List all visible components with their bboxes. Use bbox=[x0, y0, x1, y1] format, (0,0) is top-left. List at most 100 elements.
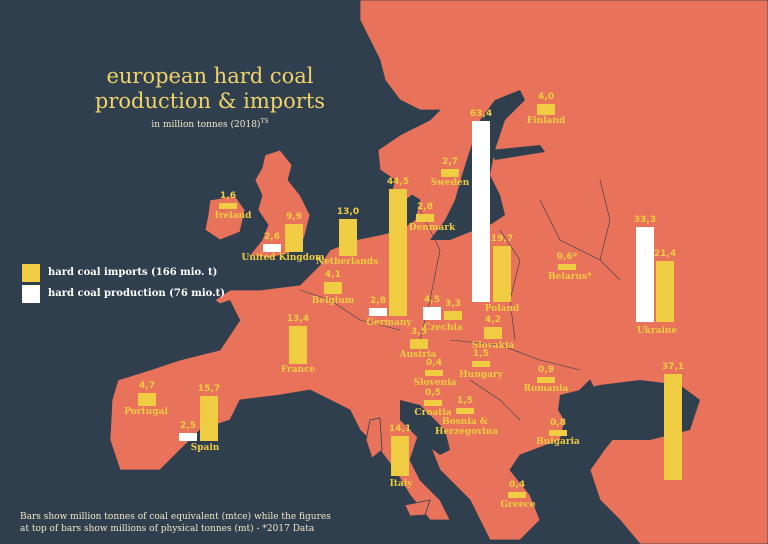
imports-bar-hungary bbox=[472, 361, 490, 367]
country-label-bulgaria: Bulgaria bbox=[536, 437, 580, 447]
imports-value-romania: 0,9 bbox=[538, 365, 554, 375]
imports-bar-finland bbox=[537, 103, 555, 115]
country-label-france: France bbox=[280, 365, 316, 375]
imports-value-belgium: 4,1 bbox=[325, 270, 341, 281]
legend-production-label: hard coal production (76 mio.t) bbox=[48, 288, 225, 299]
country-label-germany: Germany bbox=[366, 318, 412, 328]
imports-bar-slovenia bbox=[425, 370, 443, 376]
imports-bar-poland bbox=[493, 245, 511, 302]
country-label-czechia: Czechia bbox=[423, 323, 463, 333]
imports-bar-austria bbox=[410, 339, 428, 349]
production-bar-ukraine bbox=[636, 227, 654, 322]
legend-production-swatch bbox=[22, 285, 40, 303]
imports-value-portugal: 4,7 bbox=[139, 380, 155, 391]
country-label-portugal: Portugal bbox=[124, 407, 168, 417]
imports-value-turkey: 37,1 bbox=[661, 362, 685, 373]
subtitle-ref: TS bbox=[260, 118, 269, 125]
legend-imports-label: hard coal imports (166 mio. t) bbox=[48, 267, 218, 278]
imports-value-ukraine: 21,4 bbox=[653, 249, 677, 259]
imports-bar-romania bbox=[537, 377, 555, 383]
production-value-ukraine: 33,3 bbox=[633, 215, 657, 226]
imports-bar-spain bbox=[200, 396, 218, 441]
country-label-finland: Finland bbox=[526, 116, 566, 126]
country-label-netherlands: Netherlands bbox=[315, 257, 379, 267]
imports-value-finland: 4,0 bbox=[538, 91, 554, 102]
subtitle-text: in million tonnes (2018) bbox=[151, 120, 261, 130]
imports-value-bulgaria: 0,8 bbox=[550, 418, 566, 428]
country-label-hungary: Hungary bbox=[459, 370, 503, 380]
imports-bar-bosnia-herzegovina bbox=[456, 408, 474, 414]
imports-bar-france bbox=[289, 325, 307, 364]
imports-value-ireland: 1,6 bbox=[220, 191, 236, 201]
imports-bar-turkey bbox=[664, 374, 682, 480]
imports-value-croatia: 0,5 bbox=[425, 388, 441, 398]
imports-bar-netherlands bbox=[339, 218, 357, 256]
imports-value-poland: 19,7 bbox=[490, 233, 514, 244]
imports-bar-ukraine bbox=[656, 261, 674, 322]
country-label-slovakia: Slovakia bbox=[471, 341, 515, 351]
footnote-line1: Bars show million tonnes of coal equival… bbox=[20, 512, 331, 522]
imports-value-austria: 3,5 bbox=[411, 327, 427, 338]
production-value-united-kingdom: 2,6 bbox=[264, 232, 280, 242]
imports-bar-portugal bbox=[138, 392, 156, 406]
imports-bar-united-kingdom bbox=[285, 223, 303, 252]
country-label-greece: Greece bbox=[500, 500, 536, 510]
borders bbox=[299, 179, 621, 421]
country-label-ireland: Ireland bbox=[214, 211, 252, 221]
imports-value-belarus: 0,6* bbox=[556, 252, 578, 262]
imports-bar-greece bbox=[508, 492, 526, 498]
country-label-belgium: Belgium bbox=[311, 296, 355, 306]
country-label-denmark: Denmark bbox=[408, 223, 456, 233]
country-label-ukraine: Ukraine bbox=[636, 326, 678, 336]
legend-imports-swatch bbox=[22, 264, 40, 282]
imports-bar-ireland bbox=[219, 203, 237, 209]
imports-value-greece: 0,4 bbox=[509, 480, 525, 490]
production-value-spain: 2,5 bbox=[180, 421, 196, 431]
production-bar-czechia bbox=[423, 307, 441, 320]
production-value-germany: 2,8 bbox=[370, 296, 386, 306]
footnote: Bars show million tonnes of coal equival… bbox=[20, 511, 360, 535]
country-label-austria: Austria bbox=[399, 350, 437, 360]
imports-bar-denmark bbox=[416, 214, 434, 222]
country-label-united-kingdom: United Kingdom bbox=[241, 253, 325, 263]
production-bar-united-kingdom bbox=[263, 244, 281, 252]
imports-value-sweden: 2,7 bbox=[442, 157, 458, 168]
country-label-croatia: Croatia bbox=[414, 408, 452, 418]
imports-value-hungary: 1,5 bbox=[473, 349, 489, 359]
imports-value-netherlands: 13,0 bbox=[336, 206, 360, 217]
footnote-line2: at top of bars show millions of physical… bbox=[20, 524, 315, 534]
imports-bar-slovakia bbox=[484, 327, 502, 339]
imports-bar-croatia bbox=[424, 400, 442, 406]
imports-bar-italy bbox=[391, 435, 409, 476]
production-bar-germany bbox=[369, 308, 387, 316]
imports-value-spain: 15,7 bbox=[197, 384, 221, 395]
imports-bar-germany bbox=[389, 189, 407, 316]
map-title-line2: production & imports bbox=[94, 89, 326, 113]
imports-bar-bulgaria bbox=[549, 430, 567, 436]
production-value-czechia: 4,5 bbox=[424, 295, 440, 306]
map-subtitle: in million tonnes (2018)TS bbox=[80, 118, 340, 130]
imports-value-italy: 14,1 bbox=[388, 423, 412, 434]
country-label-romania: Romania bbox=[523, 384, 569, 394]
country-label-poland: Poland bbox=[484, 304, 520, 314]
map-title-line1: european hard coal bbox=[106, 64, 314, 88]
imports-bar-czechia bbox=[444, 310, 462, 320]
country-label-bosnia-herzegovina: Bosnia & Herzegovina bbox=[435, 417, 499, 437]
country-label-spain: Spain bbox=[190, 443, 220, 453]
imports-value-united-kingdom: 9,9 bbox=[286, 211, 302, 222]
imports-value-slovenia: 0,4 bbox=[426, 358, 442, 368]
production-bar-spain bbox=[179, 433, 197, 441]
imports-bar-belgium bbox=[324, 282, 342, 294]
imports-bar-sweden bbox=[441, 169, 459, 177]
imports-value-germany: 44,5 bbox=[386, 177, 410, 188]
imports-value-denmark: 2,8 bbox=[417, 202, 433, 213]
country-label-slovenia: Slovenia bbox=[413, 378, 457, 388]
country-label-belarus: Belarus* bbox=[548, 272, 592, 282]
production-bar-poland bbox=[472, 121, 490, 302]
imports-value-bosnia-herzegovina: 1,5 bbox=[457, 396, 473, 406]
country-label-italy: Italy bbox=[389, 479, 413, 489]
imports-value-slovakia: 4,2 bbox=[485, 315, 501, 326]
imports-value-france: 13,4 bbox=[286, 313, 310, 324]
country-label-sweden: Sweden bbox=[430, 178, 470, 188]
production-value-poland: 63,4 bbox=[469, 109, 493, 120]
